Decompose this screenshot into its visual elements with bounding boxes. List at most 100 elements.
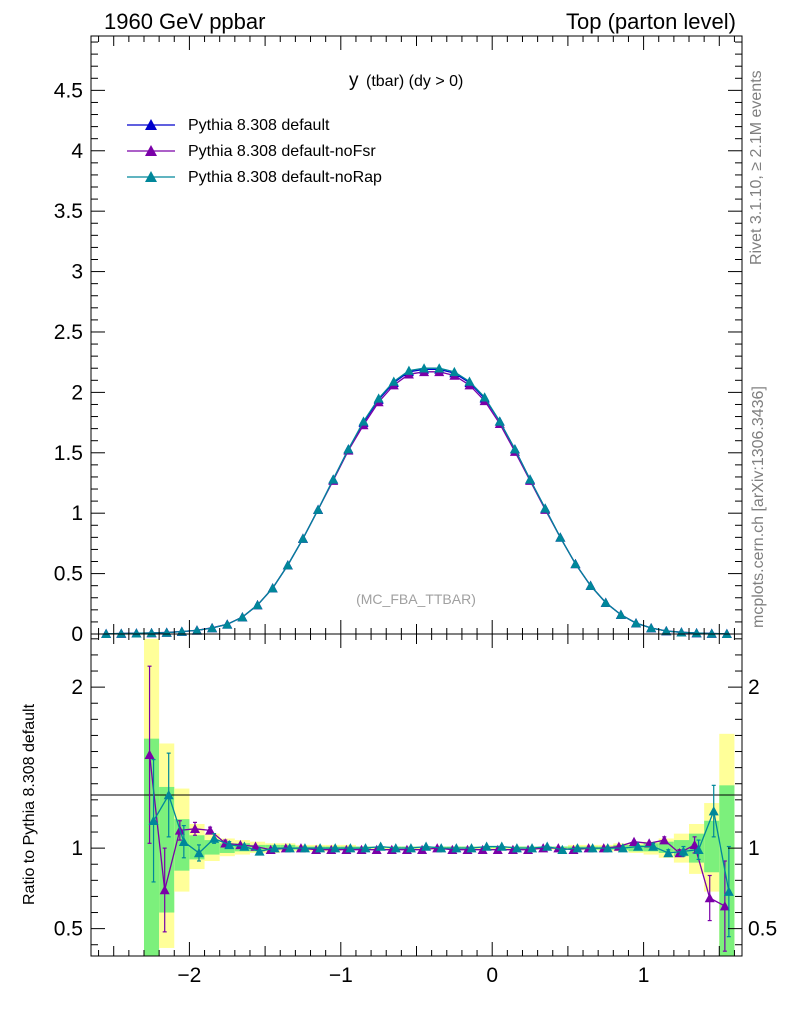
data-point: [388, 376, 399, 386]
y-tick-label: 3.5: [54, 200, 83, 223]
ratio-point: [148, 815, 159, 826]
ratio-point: [284, 843, 295, 853]
ratio-point: [629, 836, 640, 846]
data-point: [403, 365, 414, 375]
y-tick-label: 0: [71, 623, 83, 646]
plot-title-rest: (tbar) (dy > 0): [366, 73, 463, 90]
ratio-point: [466, 843, 477, 853]
y-tick-label: 4: [71, 140, 83, 163]
ratio-point: [689, 839, 700, 850]
data-point: [237, 612, 248, 622]
ratio-point: [723, 886, 734, 896]
ratio-point: [719, 901, 730, 911]
band-inner: [658, 841, 674, 853]
data-point: [191, 625, 202, 635]
header-right: Top (parton level): [566, 9, 736, 34]
ratio-line: [148, 754, 726, 907]
y-tick-label: 3: [71, 261, 83, 284]
data-point: [706, 628, 717, 638]
ratio-point: [360, 843, 371, 853]
ratio-point: [587, 843, 598, 853]
data-point: [282, 560, 293, 570]
data-point: [297, 533, 308, 543]
ratio-point: [633, 841, 644, 851]
ratio-y-tick-label-right: 0.5: [748, 918, 777, 941]
ratio-point: [269, 843, 280, 853]
ratio-point: [330, 843, 341, 853]
x-tick-label: −1: [329, 964, 353, 987]
ratio-panel: −2 −1 0 1 0.5 0.5 1 1 2 2 Ratio to Pythia 8.308 d…: [21, 633, 777, 987]
ratio-point: [708, 806, 719, 816]
legend-entry-default: Pythia 8.308 default: [127, 117, 330, 134]
ratio-point: [451, 843, 462, 853]
legend-marker-norap: [145, 171, 157, 182]
legend-label-norap: Pythia 8.308 default-noRap: [188, 169, 382, 186]
ratio-ylabel: Ratio to Pythia 8.308 default: [21, 703, 38, 905]
ratio-point: [390, 843, 401, 853]
ratio-bands: [143, 638, 735, 956]
data-point: [449, 366, 460, 377]
legend-label-default: Pythia 8.308 default: [188, 117, 330, 134]
data-point: [509, 444, 520, 454]
data-point: [146, 627, 157, 638]
data-point: [691, 628, 702, 638]
data-point: [176, 626, 187, 636]
ratio-point: [527, 843, 538, 853]
ratio-point: [209, 833, 220, 843]
ratio-point: [144, 749, 155, 759]
ratio-point: [693, 844, 704, 854]
data-point: [646, 622, 657, 633]
band-inner: [143, 738, 160, 956]
band-inner: [159, 786, 175, 913]
data-point: [661, 625, 672, 636]
ratio-point: [159, 884, 170, 895]
ratio-point: [481, 841, 492, 851]
data-point: [373, 393, 384, 403]
rivet-label: Rivet 3.1.10, ≥ 2.1M events: [748, 70, 765, 265]
ratio-y-tick-label: 0.5: [54, 918, 83, 941]
data-point: [207, 622, 218, 633]
ratio-point: [189, 823, 200, 834]
ratio-series-1: [148, 752, 734, 938]
data-point: [267, 583, 278, 593]
data-point: [313, 504, 324, 514]
ratio-point: [542, 841, 553, 851]
header-left: 1960 GeV ppbar: [104, 9, 265, 34]
data-point: [631, 618, 642, 628]
data-point: [540, 503, 551, 513]
ratio-point: [224, 839, 235, 850]
ratio-point: [405, 843, 416, 853]
ratio-point: [193, 847, 204, 858]
data-point: [721, 628, 732, 639]
ratio-point: [205, 825, 216, 835]
ratio-point: [557, 844, 568, 854]
ratio-point: [315, 843, 326, 853]
data-point: [494, 416, 505, 426]
ratio-point: [496, 841, 507, 851]
legend-entry-nofsr: Pythia 8.308 default-noFsr: [127, 143, 376, 160]
ratio-point: [345, 843, 356, 853]
data-point: [585, 580, 596, 590]
ratio-point: [299, 843, 310, 853]
ratio-point: [163, 790, 174, 800]
ratio-point: [250, 841, 261, 851]
legend-marker-nofsr: [145, 145, 157, 156]
data-point: [615, 609, 626, 619]
data-point: [464, 376, 475, 386]
y-tick-label: 2: [71, 381, 83, 404]
ratio-y-tick-label-right: 2: [748, 676, 760, 699]
data-point: [600, 597, 611, 607]
y-tick-label: 0.5: [54, 563, 83, 586]
main-panel: 0 0.5 1 1.5 2 2.5 3 3.5 4 4.5 (MC_FBA_TTBAR) y (t…: [54, 35, 743, 646]
data-point: [252, 600, 263, 610]
data-point: [358, 416, 369, 426]
ratio-point: [678, 846, 689, 856]
plot-title-main: y: [349, 70, 359, 91]
ratio-point: [663, 847, 674, 858]
x-tick-label: 1: [638, 964, 650, 987]
ratio-point: [659, 835, 670, 845]
legend-entry-norap: Pythia 8.308 default-noRap: [127, 169, 382, 186]
ratio-point: [572, 843, 583, 853]
ratio-y-tick-label: 1: [71, 837, 83, 860]
